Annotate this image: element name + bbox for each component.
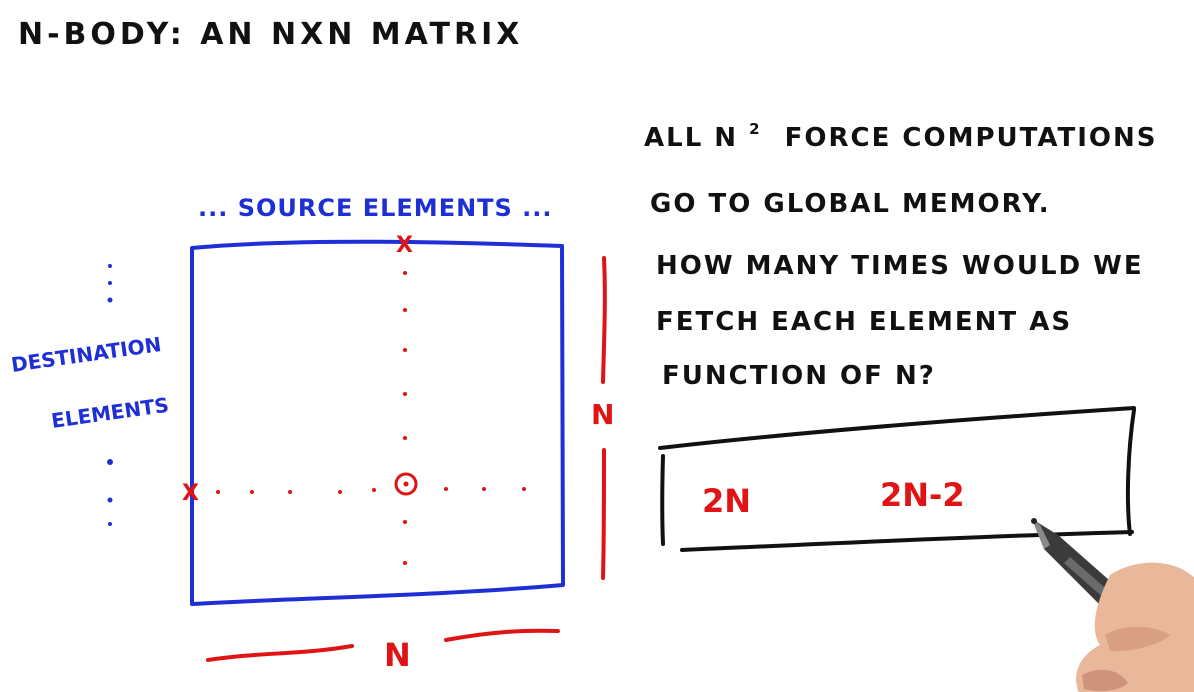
destination-marker: x (182, 481, 199, 506)
question-line-5: FUNCTION OF N? (662, 361, 936, 391)
answer-box (658, 406, 1136, 552)
right-span-bottom (601, 448, 606, 580)
question-line-1-post: FORCE COMPUTATIONS (785, 123, 1158, 153)
horizontal-dotted-line (216, 487, 526, 494)
destination-label-line2: ELEMENTS (50, 393, 171, 433)
destination-label-line1: DESTINATION (10, 332, 163, 377)
source-elements-label: ... SOURCE ELEMENTS ... (198, 194, 553, 222)
question-line-3: HOW MANY TIMES WOULD WE (656, 251, 1144, 281)
hand-icon (1076, 562, 1194, 692)
destination-dots (107, 264, 113, 526)
question-line-2: GO TO GLOBAL MEMORY. (650, 189, 1051, 219)
matrix-box (190, 239, 565, 606)
right-span-top (601, 256, 607, 384)
question-line-1-superscript: 2 (749, 120, 761, 138)
bottom-span-left (206, 644, 354, 662)
intersection-point (394, 472, 418, 496)
bottom-dimension-label: N (384, 636, 411, 674)
source-marker: x (396, 233, 413, 258)
question-line-1: ALL N 2 FORCE COMPUTATIONS (644, 111, 1157, 153)
hand-with-pen-image (1031, 518, 1194, 692)
page-title: N-BODY: AN NXN MATRIX (18, 17, 523, 52)
question-line-1-pre: ALL N (644, 123, 738, 153)
right-dimension-label: N (591, 398, 614, 431)
answer-option-2n-minus-2[interactable]: 2N-2 (880, 476, 965, 514)
answer-option-2n[interactable]: 2N (702, 482, 751, 520)
vertical-dotted-line (403, 271, 407, 565)
bottom-span-right (444, 628, 560, 642)
question-line-4: FETCH EACH ELEMENT AS (656, 307, 1072, 337)
